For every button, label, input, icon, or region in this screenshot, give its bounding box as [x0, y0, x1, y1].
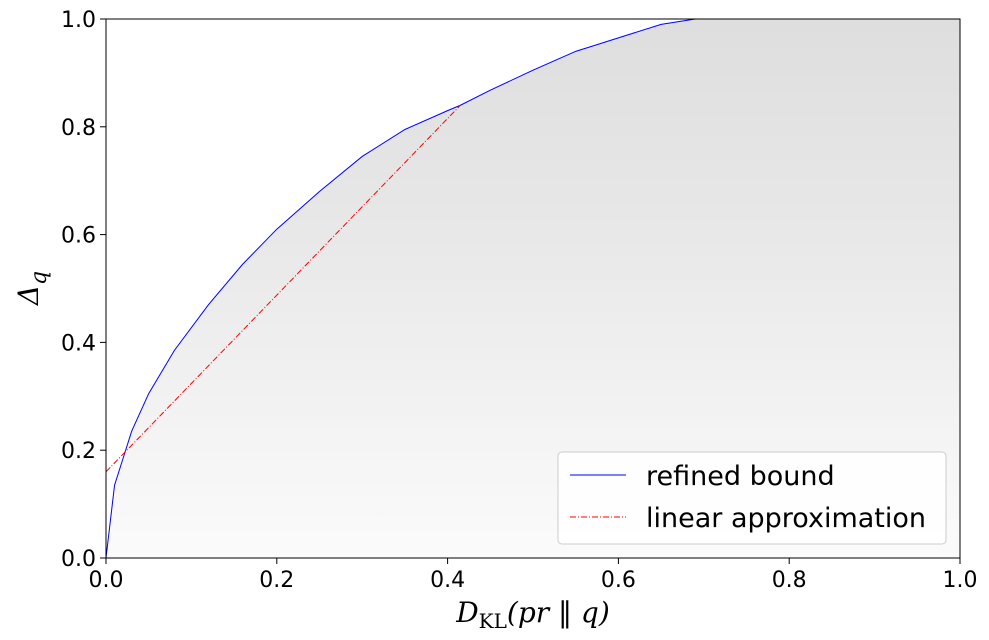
x-tick-label: 0.8 — [772, 568, 807, 593]
y-tick-label: 0.4 — [61, 331, 96, 356]
legend-label-linear-approximation: linear approximation — [646, 503, 926, 534]
shaded-region — [106, 19, 960, 558]
legend-label-refined-bound: refined bound — [646, 461, 835, 492]
x-tick-label: 0.2 — [259, 568, 294, 593]
x-axis-label-main: D — [455, 596, 478, 629]
y-axis-ticks: 0.0 0.2 0.4 0.6 0.8 1.0 — [61, 8, 106, 572]
legend-box — [557, 451, 947, 545]
x-tick-label: 0.0 — [89, 568, 124, 593]
y-axis-label: Δq — [12, 271, 52, 306]
series-line-refined-bound — [106, 19, 696, 558]
series-line-linear-approximation — [106, 104, 461, 473]
legend: refined bound linear approximation — [557, 451, 947, 545]
series-layer — [106, 19, 696, 558]
x-axis-label-rest: (pr ‖ q) — [507, 596, 610, 629]
y-axis-label-sub: q — [27, 271, 52, 285]
x-tick-label: 1.0 — [943, 568, 978, 593]
x-axis-label-sub: KL — [479, 609, 507, 633]
y-tick-label: 0.2 — [61, 439, 96, 464]
x-axis-ticks: 0.0 0.2 0.4 0.6 0.8 1.0 — [89, 558, 978, 593]
x-tick-label: 0.6 — [601, 568, 636, 593]
x-axis-label: DKL(pr ‖ q) — [455, 596, 610, 633]
plot-area — [106, 19, 960, 558]
y-tick-label: 0.6 — [61, 224, 96, 249]
plot-frame — [105, 18, 961, 559]
y-axis-label-main: Δ — [12, 285, 45, 306]
x-tick-label: 0.4 — [430, 568, 465, 593]
y-tick-label: 0.8 — [61, 116, 96, 141]
y-tick-label: 0.0 — [61, 547, 96, 572]
y-tick-label: 1.0 — [61, 8, 96, 33]
